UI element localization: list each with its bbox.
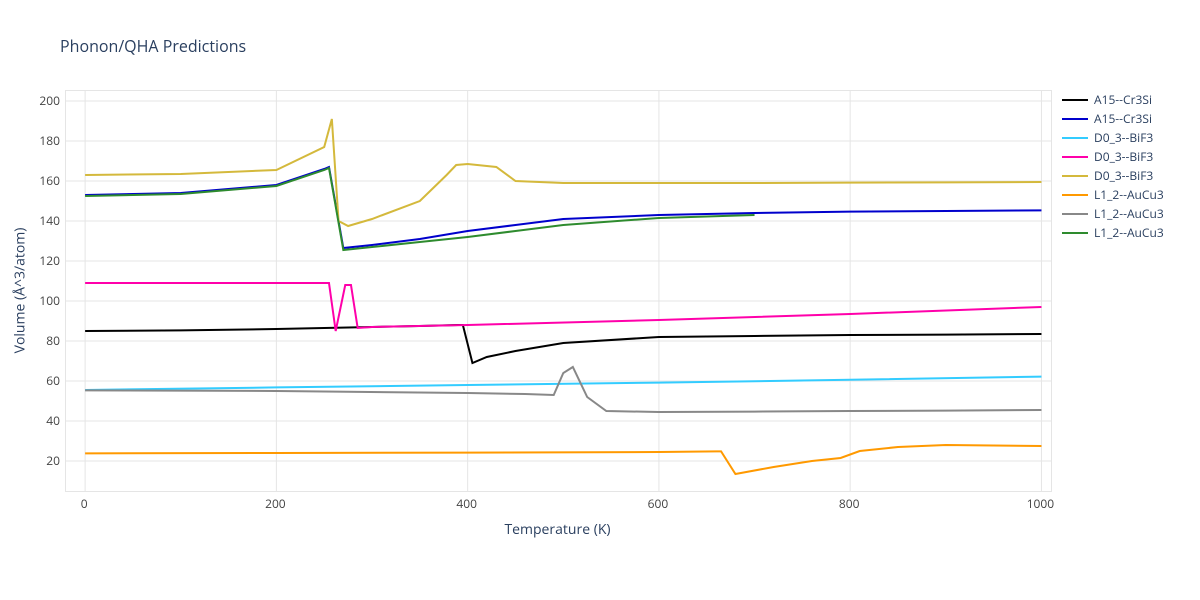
legend-item[interactable]: A15--Cr3Si [1062, 90, 1164, 109]
chart-title: Phonon/QHA Predictions [60, 35, 246, 57]
series-line[interactable] [85, 168, 754, 250]
legend-item[interactable]: A15--Cr3Si [1062, 109, 1164, 128]
series-line[interactable] [85, 119, 1041, 226]
y-axis-label: Volume (Å^3/atom) [10, 90, 30, 490]
legend-swatch [1062, 118, 1088, 120]
series-line[interactable] [85, 283, 1041, 331]
y-tick-label: 140 [30, 212, 60, 229]
legend-label: L1_2--AuCu3 [1094, 224, 1164, 241]
y-tick-label: 160 [30, 172, 60, 189]
data-lines-layer [66, 91, 1051, 491]
y-tick-label: 200 [30, 92, 60, 109]
series-line[interactable] [85, 377, 1041, 390]
legend-label: A15--Cr3Si [1094, 110, 1152, 127]
legend-label: L1_2--AuCu3 [1094, 205, 1164, 222]
y-tick-label: 80 [30, 332, 60, 349]
legend-item[interactable]: L1_2--AuCu3 [1062, 223, 1164, 242]
legend-swatch [1062, 156, 1088, 158]
x-tick-label: 800 [834, 495, 864, 512]
series-line[interactable] [85, 367, 1041, 412]
legend-item[interactable]: D0_3--BiF3 [1062, 166, 1164, 185]
x-tick-label: 0 [69, 495, 99, 512]
legend-swatch [1062, 194, 1088, 196]
x-axis-label: Temperature (K) [65, 520, 1050, 539]
legend-item[interactable]: D0_3--BiF3 [1062, 128, 1164, 147]
series-line[interactable] [85, 325, 1041, 363]
legend: A15--Cr3Si A15--Cr3Si D0_3--BiF3 D0_3--BiF3… [1062, 90, 1164, 242]
chart-container: Phonon/QHA Predictions Temperature (K) V… [0, 0, 1200, 600]
legend-swatch [1062, 213, 1088, 215]
legend-swatch [1062, 232, 1088, 234]
legend-swatch [1062, 99, 1088, 101]
y-tick-label: 100 [30, 292, 60, 309]
series-line[interactable] [85, 167, 1041, 248]
y-tick-label: 120 [30, 252, 60, 269]
x-tick-label: 400 [452, 495, 482, 512]
legend-label: A15--Cr3Si [1094, 91, 1152, 108]
legend-label: D0_3--BiF3 [1094, 148, 1153, 165]
y-tick-label: 60 [30, 372, 60, 389]
y-tick-label: 40 [30, 412, 60, 429]
x-tick-label: 200 [260, 495, 290, 512]
legend-label: D0_3--BiF3 [1094, 129, 1153, 146]
plot-area[interactable] [65, 90, 1052, 492]
series-line[interactable] [85, 445, 1041, 474]
legend-swatch [1062, 175, 1088, 177]
legend-item[interactable]: L1_2--AuCu3 [1062, 204, 1164, 223]
x-tick-label: 1000 [1025, 495, 1055, 512]
legend-swatch [1062, 137, 1088, 139]
legend-item[interactable]: L1_2--AuCu3 [1062, 185, 1164, 204]
x-tick-label: 600 [643, 495, 673, 512]
legend-label: D0_3--BiF3 [1094, 167, 1153, 184]
legend-item[interactable]: D0_3--BiF3 [1062, 147, 1164, 166]
y-tick-label: 20 [30, 452, 60, 469]
legend-label: L1_2--AuCu3 [1094, 186, 1164, 203]
y-tick-label: 180 [30, 132, 60, 149]
